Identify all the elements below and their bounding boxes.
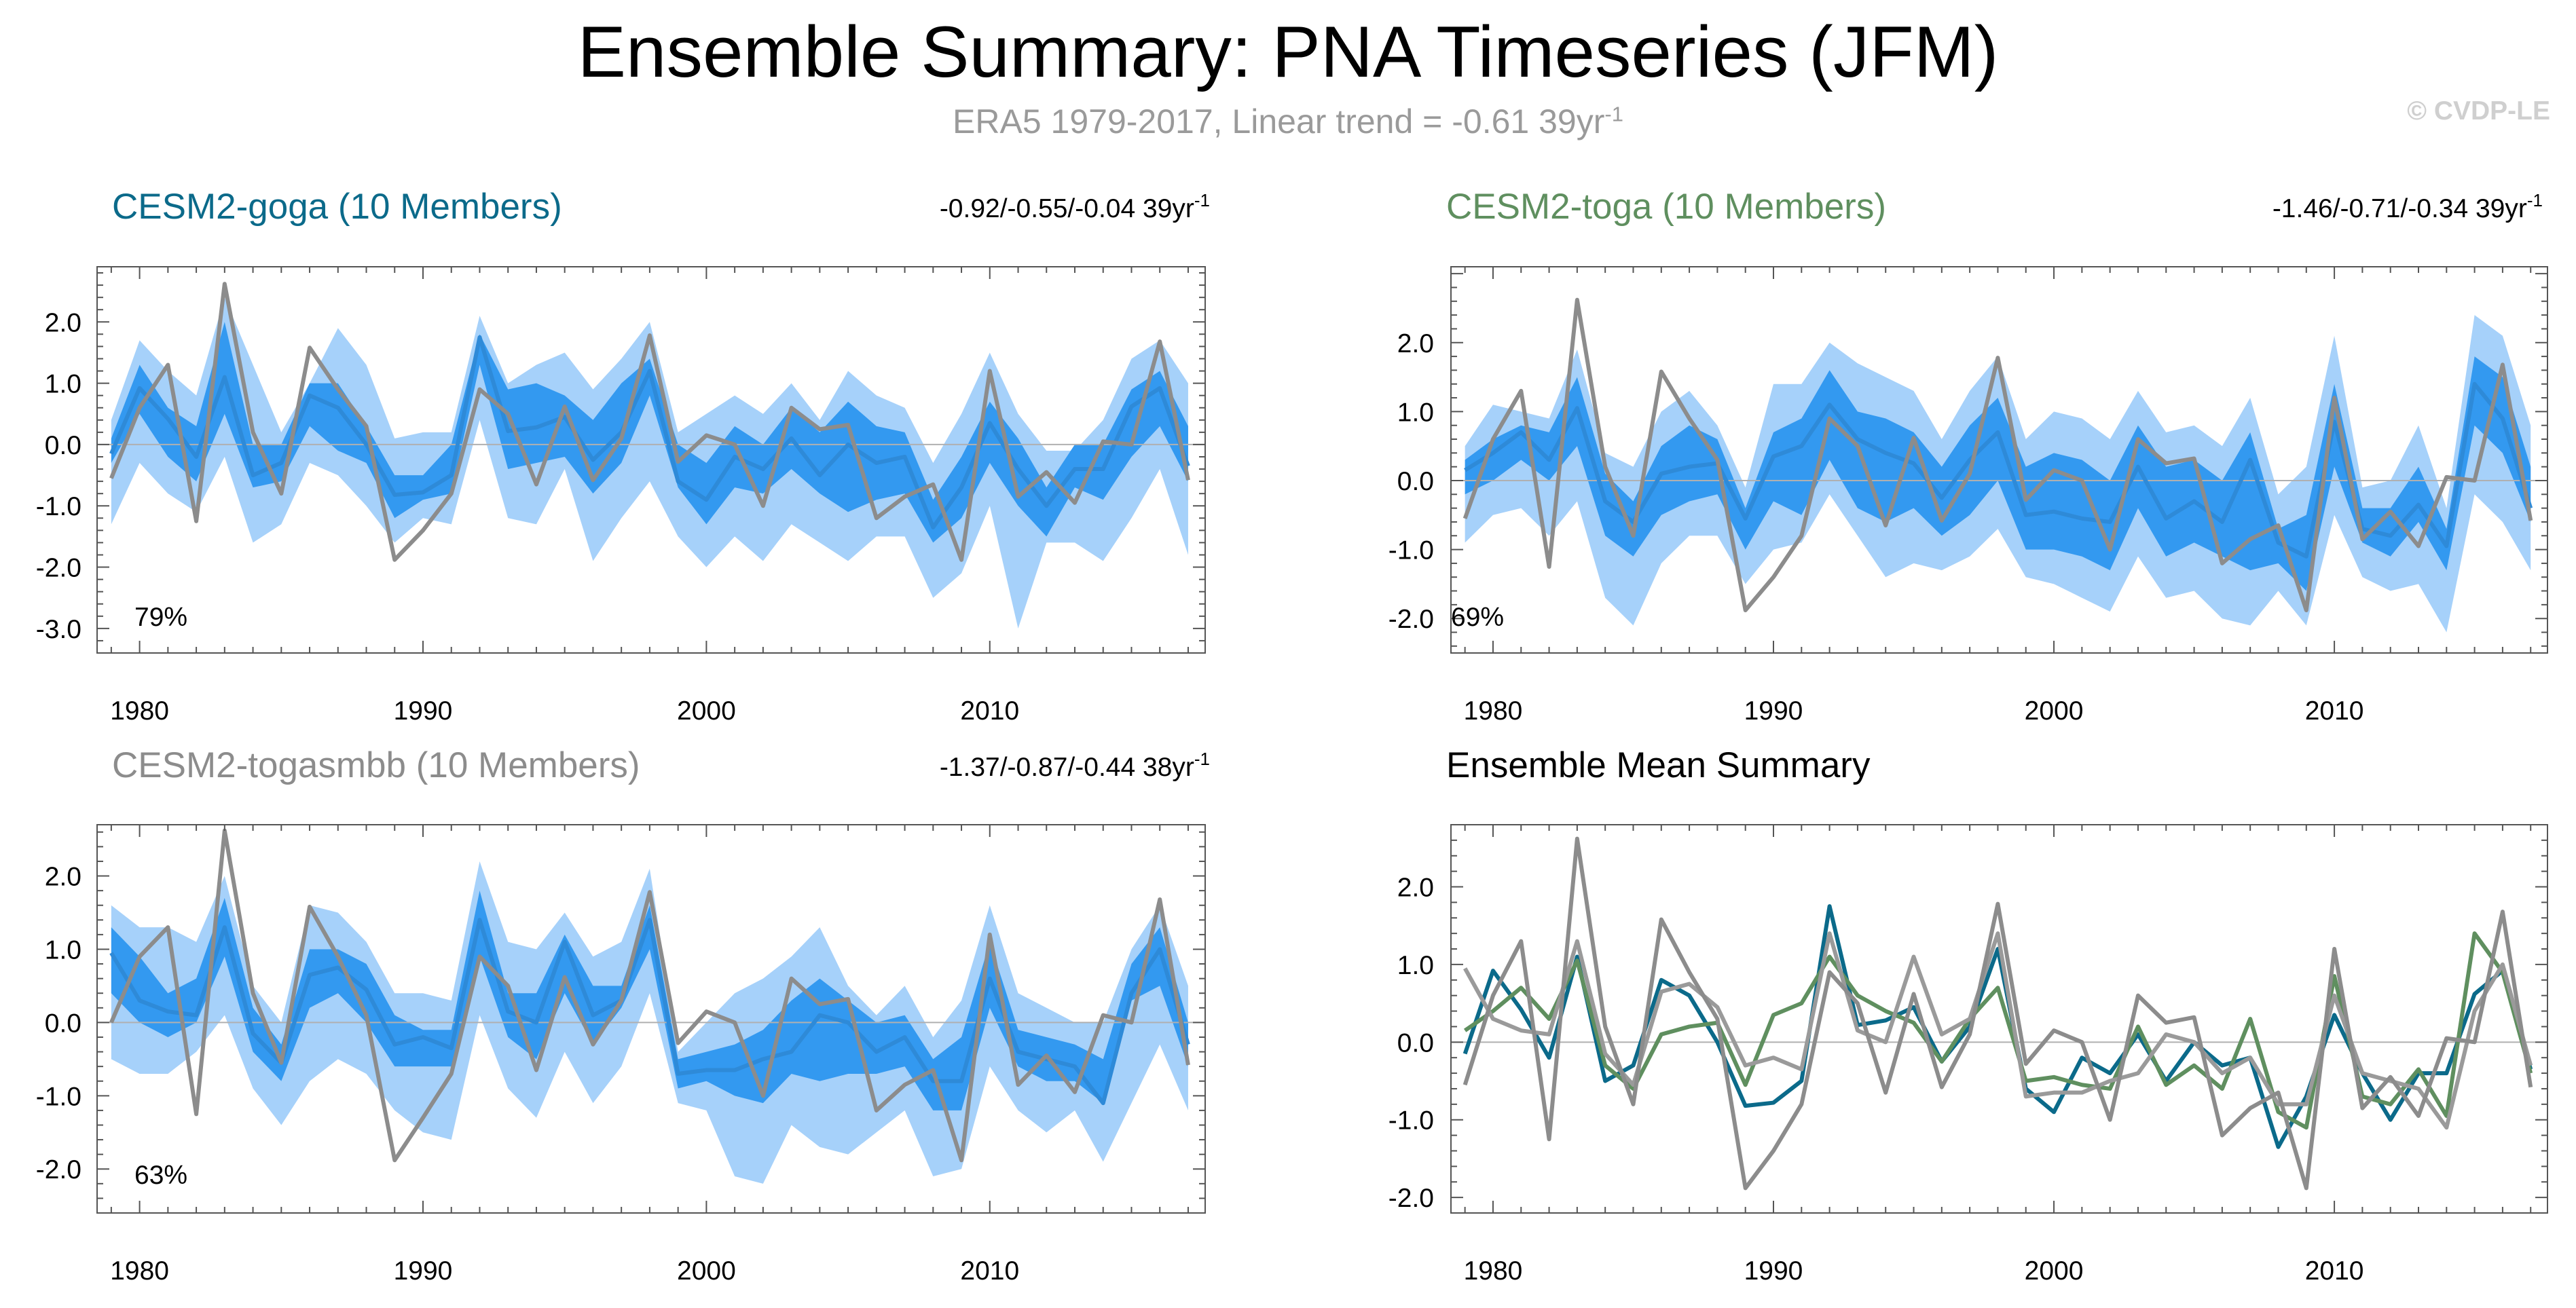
y-tick-label: 2.0 [1397, 874, 1434, 903]
band-ensemble-min-max-range [111, 297, 1188, 629]
x-tick-label: 1980 [110, 1256, 169, 1286]
credit-label: © CVDP-LE [2407, 96, 2550, 126]
x-tick-label: 2000 [2025, 1256, 2084, 1286]
x-tick-label: 2000 [2025, 696, 2084, 726]
x-tick-label: 2010 [960, 1256, 1019, 1286]
x-tick-label: 1980 [1464, 1256, 1523, 1286]
plot-area-togasmbb [97, 828, 1205, 1184]
page-title: Ensemble Summary: PNA Timeseries (JFM) [577, 11, 1999, 92]
y-tick-label: 0.0 [45, 431, 81, 460]
y-tick-label: 2.0 [45, 863, 81, 892]
y-tick-label: 0.0 [1397, 1028, 1434, 1058]
y-tick-label: 0.0 [1397, 467, 1434, 496]
y-tick-label: -2.0 [36, 1155, 81, 1184]
y-axis: 2.0 1.0 0.0 -1.0 -2.0 [1388, 273, 2547, 647]
y-tick-label: 2.0 [45, 308, 81, 337]
x-axis: 1980 1990 2000 2010 [110, 825, 1189, 1286]
chart-panel-goga: CESM2-goga (10 Members) -0.92/-0.55/-0.04… [36, 187, 1210, 726]
y-tick-label: 1.0 [1397, 951, 1434, 980]
percent-label-goga: 79% [134, 603, 187, 632]
x-tick-label: 1990 [1744, 696, 1803, 726]
x-tick-label: 2010 [2305, 1256, 2364, 1286]
chart-title-goga: CESM2-goga (10 Members) [112, 187, 562, 227]
trend-superscript: -1 [1194, 749, 1210, 769]
y-axis: 2.0 1.0 0.0 -1.0 -2.0 [36, 831, 1205, 1214]
plot-area-goga [97, 282, 1205, 629]
plot-area-ensemble-mean [1451, 836, 2547, 1191]
trend-superscript: -1 [2527, 190, 2543, 210]
plot-frame [1450, 824, 2548, 1214]
chart-title-togasmbb: CESM2-togasmbb (10 Members) [112, 745, 640, 785]
y-tick-label: 0.0 [45, 1009, 81, 1038]
trend-text: -0.92/-0.55/-0.04 39yr [940, 194, 1194, 223]
trend-label-toga: -1.46/-0.71/-0.34 39yr-1 [2273, 190, 2543, 223]
plot-frame [96, 824, 1206, 1214]
x-tick-label: 1980 [110, 696, 169, 726]
chart-panel-ensemble-mean: Ensemble Mean Summary 2.0 1.0 0.0 -1.0 -2.0 19… [1388, 745, 2548, 1286]
band-ensemble-min-max-range [111, 861, 1188, 1184]
y-tick-label: 2.0 [1397, 329, 1434, 358]
y-tick-label: -2.0 [1388, 1184, 1434, 1213]
percent-label-toga: 69% [1451, 603, 1504, 632]
trend-superscript: -1 [1194, 190, 1210, 210]
plot-area-toga [1451, 297, 2547, 633]
y-tick-label: -2.0 [36, 554, 81, 583]
chart-title-ensemble-mean: Ensemble Mean Summary [1446, 745, 1871, 785]
plot-frame [96, 266, 1206, 654]
x-axis: 1980 1990 2000 2010 [110, 267, 1189, 726]
x-tick-label: 1990 [394, 1256, 453, 1286]
y-tick-label: -1.0 [36, 492, 81, 521]
trend-label-togasmbb: -1.37/-0.87/-0.44 38yr-1 [940, 749, 1210, 782]
y-tick-label: 1.0 [45, 935, 81, 965]
page-subtitle: ERA5 1979-2017, Linear trend = -0.61 39y… [0, 102, 2576, 141]
x-tick-label: 2010 [960, 696, 1019, 726]
x-tick-label: 1990 [394, 696, 453, 726]
trend-label-goga: -0.92/-0.55/-0.04 39yr-1 [940, 190, 1210, 223]
y-tick-label: -3.0 [36, 615, 81, 644]
y-tick-label: -2.0 [1388, 605, 1434, 634]
chart-panel-toga: CESM2-toga (10 Members) -1.46/-0.71/-0.34… [1388, 187, 2548, 726]
x-tick-label: 2000 [677, 1256, 736, 1286]
x-tick-label: 2000 [677, 696, 736, 726]
percent-label-togasmbb: 63% [134, 1161, 187, 1190]
y-tick-label: 1.0 [1397, 398, 1434, 427]
plot-frame [1450, 266, 2548, 654]
trend-text: -1.37/-0.87/-0.44 38yr [940, 753, 1194, 782]
x-axis: 1980 1990 2000 2010 [1464, 825, 2532, 1286]
series-era5 [109, 282, 1190, 562]
x-axis: 1980 1990 2000 2010 [1464, 267, 2532, 726]
y-tick-label: -1.0 [1388, 1106, 1434, 1136]
chart-title-toga: CESM2-toga (10 Members) [1446, 187, 1886, 227]
chart-panel-togasmbb: CESM2-togasmbb (10 Members) -1.37/-0.87/-… [36, 745, 1210, 1286]
series-era5 [1462, 836, 2533, 1191]
y-axis: 2.0 1.0 0.0 -1.0 -2.0 [1388, 824, 2547, 1214]
subtitle-text: ERA5 1979-2017, Linear trend = -0.61 39y… [953, 102, 1605, 141]
y-axis: 2.0 1.0 0.0 -1.0 -2.0 -3.0 [36, 272, 1205, 654]
x-tick-label: 1990 [1744, 1256, 1803, 1286]
y-tick-label: 1.0 [45, 370, 81, 399]
series-era5 [1462, 297, 2533, 613]
x-tick-label: 2010 [2305, 696, 2364, 726]
subtitle-superscript: -1 [1604, 102, 1623, 126]
series-era5 [109, 828, 1190, 1163]
y-tick-label: -1.0 [1388, 536, 1434, 565]
trend-text: -1.46/-0.71/-0.34 39yr [2273, 194, 2527, 223]
y-tick-label: -1.0 [36, 1082, 81, 1111]
x-tick-label: 1980 [1464, 696, 1523, 726]
